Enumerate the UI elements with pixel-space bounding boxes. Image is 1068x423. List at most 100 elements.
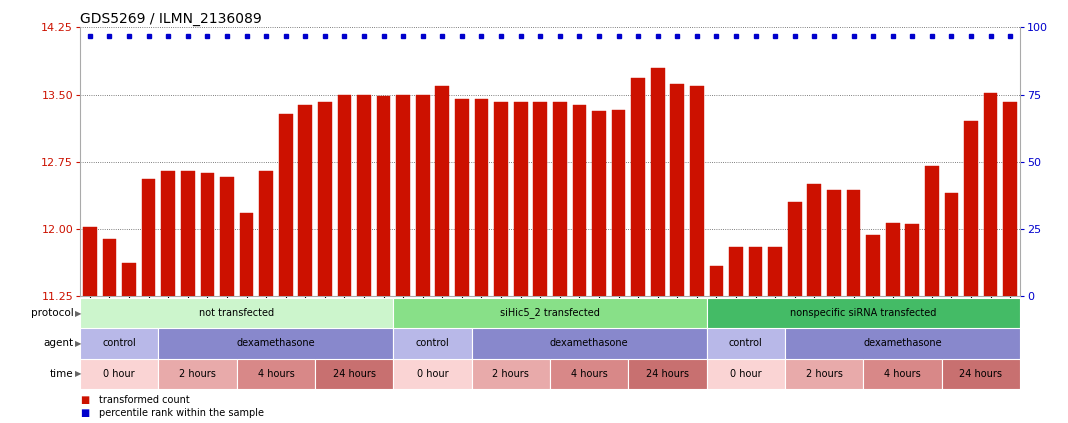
Text: time: time — [50, 369, 74, 379]
Text: 2 hours: 2 hours — [492, 369, 530, 379]
Text: 4 hours: 4 hours — [884, 369, 921, 379]
Bar — [572, 105, 586, 296]
Bar — [942, 359, 1020, 389]
Text: 24 hours: 24 hours — [333, 369, 376, 379]
Bar — [396, 95, 410, 296]
Bar — [612, 110, 626, 296]
Bar — [866, 235, 880, 296]
Bar — [318, 102, 332, 296]
Bar — [142, 179, 156, 296]
Bar — [925, 166, 939, 296]
Bar — [337, 95, 351, 296]
Text: 24 hours: 24 hours — [959, 369, 1002, 379]
Bar — [161, 170, 175, 296]
Bar — [944, 193, 958, 296]
Text: siHic5_2 transfected: siHic5_2 transfected — [500, 308, 600, 319]
Bar — [709, 266, 723, 296]
Bar — [514, 102, 528, 296]
Bar — [80, 298, 393, 328]
Text: ▶: ▶ — [75, 339, 81, 348]
Bar — [533, 102, 547, 296]
Bar — [768, 247, 782, 296]
Bar — [103, 239, 116, 296]
Bar — [201, 173, 215, 296]
Text: 4 hours: 4 hours — [570, 369, 608, 379]
Bar — [984, 93, 998, 296]
Bar — [749, 247, 763, 296]
Bar — [415, 95, 429, 296]
Text: 2 hours: 2 hours — [805, 369, 843, 379]
Bar — [237, 359, 315, 389]
Bar — [393, 298, 707, 328]
Bar — [220, 177, 234, 296]
Text: 4 hours: 4 hours — [257, 369, 295, 379]
Bar — [260, 170, 273, 296]
Bar — [631, 78, 645, 296]
Bar — [455, 99, 469, 296]
Bar — [885, 223, 899, 296]
Bar — [707, 359, 785, 389]
Bar — [553, 102, 567, 296]
Bar — [785, 359, 863, 389]
Text: ■: ■ — [80, 395, 90, 405]
Text: nonspecific siRNA transfected: nonspecific siRNA transfected — [790, 308, 937, 318]
Text: transformed count: transformed count — [99, 395, 190, 405]
Bar — [592, 111, 606, 296]
Bar — [729, 247, 743, 296]
Text: 0 hour: 0 hour — [104, 369, 135, 379]
Bar — [393, 328, 472, 359]
Text: agent: agent — [44, 338, 74, 349]
Text: protocol: protocol — [31, 308, 74, 318]
Bar — [707, 298, 1020, 328]
Bar — [357, 95, 371, 296]
Text: control: control — [729, 338, 763, 349]
Bar — [1003, 102, 1017, 296]
Bar — [279, 114, 293, 296]
Bar — [239, 212, 253, 296]
Bar — [628, 359, 707, 389]
Bar — [906, 224, 920, 296]
Text: control: control — [415, 338, 450, 349]
Bar — [707, 328, 785, 359]
Bar — [788, 202, 802, 296]
Text: dexamethasone: dexamethasone — [550, 338, 628, 349]
Bar — [863, 359, 942, 389]
Bar — [122, 263, 136, 296]
Bar — [494, 102, 508, 296]
Bar — [964, 121, 978, 296]
Bar — [690, 85, 704, 296]
Bar — [671, 84, 685, 296]
Bar — [298, 105, 312, 296]
Bar — [180, 170, 194, 296]
Bar — [474, 99, 488, 296]
Bar — [472, 359, 550, 389]
Bar — [827, 190, 841, 296]
Bar — [550, 359, 628, 389]
Text: percentile rank within the sample: percentile rank within the sample — [99, 408, 264, 418]
Bar — [785, 328, 1020, 359]
Bar — [80, 359, 158, 389]
Text: not transfected: not transfected — [199, 308, 274, 318]
Bar — [83, 227, 97, 296]
Bar — [847, 190, 861, 296]
Bar — [315, 359, 393, 389]
Bar — [377, 96, 391, 296]
Bar — [158, 359, 237, 389]
Text: GDS5269 / ILMN_2136089: GDS5269 / ILMN_2136089 — [80, 12, 262, 27]
Bar — [80, 328, 158, 359]
Bar — [650, 68, 664, 296]
Text: dexamethasone: dexamethasone — [863, 338, 942, 349]
Text: control: control — [103, 338, 136, 349]
Text: 0 hour: 0 hour — [731, 369, 761, 379]
Bar — [472, 328, 707, 359]
Text: 0 hour: 0 hour — [417, 369, 449, 379]
Text: ▶: ▶ — [75, 308, 81, 318]
Text: 2 hours: 2 hours — [179, 369, 216, 379]
Text: dexamethasone: dexamethasone — [237, 338, 315, 349]
Text: ■: ■ — [80, 408, 90, 418]
Bar — [393, 359, 472, 389]
Text: ▶: ▶ — [75, 369, 81, 379]
Bar — [807, 184, 821, 296]
Text: 24 hours: 24 hours — [646, 369, 689, 379]
Bar — [158, 328, 393, 359]
